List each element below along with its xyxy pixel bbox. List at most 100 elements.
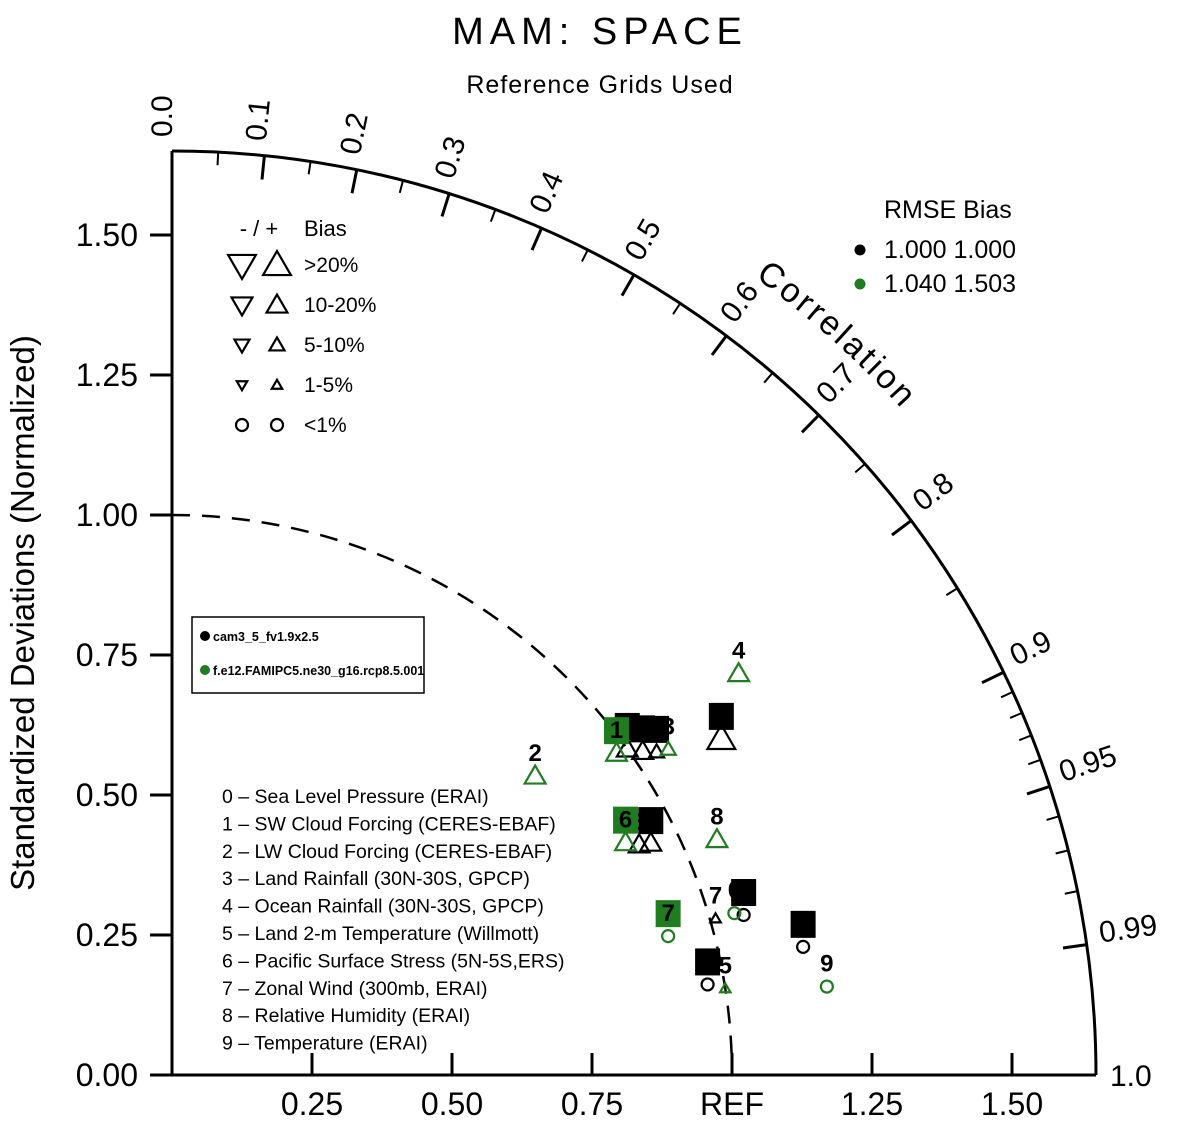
bias-triangle-marker	[638, 830, 664, 852]
variable-list-item: 1 – SW Cloud Forcing (CERES-EBAF)	[222, 813, 556, 835]
corr-tick-minor	[854, 463, 866, 474]
bias-legend-triangle-up-icon	[269, 377, 285, 390]
corr-tick-label: 0.5	[618, 214, 667, 267]
corr-tick-label: 0.0	[146, 95, 179, 137]
corr-tick-minor	[1064, 890, 1078, 895]
bias-triangle-marker	[630, 738, 656, 761]
variable-list-item: 8 – Relative Humidity (ERAI)	[222, 1005, 470, 1027]
point-label: 9	[820, 951, 833, 978]
corr-tick-minor	[1027, 758, 1041, 766]
point-case1-var3: 3	[644, 715, 670, 759]
bias-legend-triangle-down-icon	[226, 253, 258, 282]
x-tick-label: 0.25	[281, 1086, 343, 1122]
y-axis-title: Standardized Deviations (Normalized)	[4, 335, 41, 891]
point-case1-var7: 7	[708, 883, 723, 924]
bias-legend-circle-icon	[269, 417, 285, 433]
case-legend: cam3_5_fv1.9x2.5 f.e12.FAMIPC5.ne30_g16.r…	[191, 616, 425, 694]
rmse-legend-values: 1.000 1.000	[884, 236, 1016, 264]
corr-tick-label: 0.4	[523, 167, 570, 218]
variable-list-item: 4 – Ocean Rainfall (30N-30S, GPCP)	[222, 896, 544, 918]
point-label-box	[695, 948, 721, 976]
bias-circle-marker	[819, 979, 834, 994]
bias-legend-header-bias: Bias	[304, 216, 347, 241]
bias-legend-row-label: 10-20%	[304, 294, 376, 317]
bias-triangle-marker	[726, 660, 751, 683]
point-case2-var3: 3	[658, 713, 678, 756]
variable-list-item: 2 – LW Cloud Forcing (CERES-EBAF)	[222, 841, 552, 863]
y-tick-label: 1.00	[76, 497, 138, 533]
corr-tick-minor	[307, 161, 312, 175]
point-case1-var0: 0	[731, 879, 757, 923]
x-tick-label: 1.25	[841, 1086, 903, 1122]
corr-tick-label: 0.3	[429, 133, 473, 183]
point-label: 3	[662, 713, 675, 740]
bias-legend-row-label: 5-10%	[304, 334, 365, 357]
corr-tick-minor	[672, 302, 682, 315]
corr-tick-major	[800, 414, 820, 434]
point-label: 5	[701, 948, 714, 975]
corr-tick-major	[1062, 943, 1087, 950]
case-legend-box	[191, 616, 425, 694]
point-label: 7	[709, 883, 722, 910]
bias-triangle-marker	[604, 740, 629, 762]
bias-circle-marker	[796, 939, 811, 954]
x-tick-label: 1.50	[981, 1086, 1043, 1122]
point-label: 4	[732, 638, 746, 665]
point-label-box	[731, 879, 757, 907]
corr-tick-major	[260, 155, 266, 180]
point-case1-var4: 4	[705, 702, 738, 751]
corr-tick-label: 0.8	[907, 466, 960, 517]
bias-circle-marker	[727, 906, 742, 921]
bias-legend-row-label: 1-5%	[304, 374, 353, 397]
x-tick-label: 0.75	[561, 1086, 623, 1122]
variable-list-item: 3 – Land Rainfall (30N-30S, GPCP)	[222, 868, 530, 890]
corr-end-label: 1.0	[1110, 1060, 1152, 1093]
bias-legend-row-label: >20%	[304, 254, 358, 277]
variable-list-item: 6 – Pacific Surface Stress (5N-5S,ERS)	[222, 950, 564, 972]
bias-circle-marker	[661, 929, 676, 944]
point-case2-var1: 1	[604, 717, 630, 762]
rmse-legend-dot-icon	[854, 278, 866, 290]
point-label-box	[708, 702, 734, 730]
point-label: 0	[737, 879, 750, 906]
bias-legend-row-label: <1%	[304, 414, 347, 437]
bias-circle-marker	[736, 907, 751, 923]
bias-triangle-marker	[705, 722, 738, 751]
bias-triangle-marker	[647, 742, 667, 759]
point-label: 6	[619, 807, 632, 834]
point-label: 3	[650, 716, 663, 743]
rmse-legend-values: 1.040 1.503	[884, 270, 1016, 298]
y-tick-label: 0.75	[76, 637, 138, 673]
point-label: 9	[796, 911, 809, 938]
bias-legend-triangle-down-icon	[232, 338, 252, 355]
corr-tick-major	[710, 334, 728, 356]
corr-tick-minor	[581, 249, 589, 262]
bias-triangle-marker	[658, 739, 678, 756]
corr-tick-label: 0.95	[1055, 739, 1121, 789]
point-label-box	[604, 717, 630, 745]
point-label: 0	[728, 877, 741, 904]
y-tick-label: 0.50	[76, 777, 138, 813]
correlation-label-path	[739, 266, 1112, 770]
corr-tick-minor	[398, 180, 404, 194]
y-tick-label: 0.25	[76, 917, 138, 953]
point-label-box	[790, 910, 816, 938]
bias-triangle-marker	[613, 830, 638, 852]
corr-tick-label: 0.99	[1097, 909, 1159, 950]
bias-circle-marker	[700, 977, 715, 992]
rmse-legend-dot-icon	[854, 244, 866, 256]
bias-legend-header: - / +	[240, 216, 279, 241]
y-tick-label: 1.25	[76, 357, 138, 393]
variable-list-item: 5 – Land 2-m Temperature (Willmott)	[222, 923, 539, 945]
corr-tick-major	[440, 193, 451, 217]
corr-tick-major	[891, 519, 913, 537]
point-label-box	[644, 715, 670, 743]
corr-tick-minor	[216, 152, 220, 166]
point-label: 5	[719, 953, 732, 980]
bias-triangle-marker	[614, 736, 640, 758]
bias-legend: - / + Bias >20% 10-20% 5-10% 1-5% <1%	[226, 216, 376, 437]
corr-tick-minor	[1000, 690, 1014, 699]
bias-triangle-marker	[704, 826, 730, 849]
rmse-legend-header: RMSE Bias	[884, 196, 1012, 224]
corr-tick-label: 0.1	[240, 98, 277, 143]
